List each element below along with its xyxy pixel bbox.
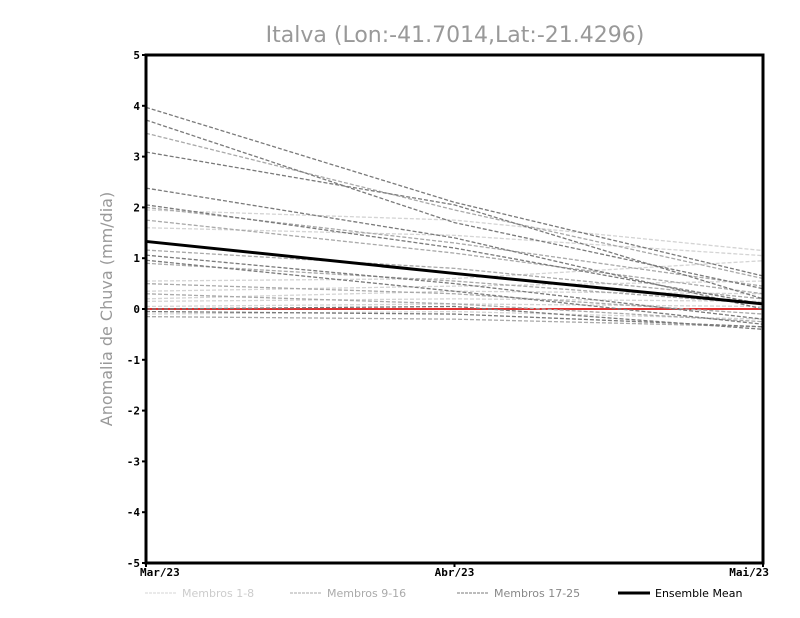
y-tick-label: 1: [133, 252, 140, 265]
member-line-3-3: [145, 151, 764, 300]
member-line-2-7: [145, 293, 764, 323]
x-tick-label: Mai/23: [729, 566, 769, 579]
member-line-1-6: [145, 298, 764, 303]
member-line-3-4: [145, 187, 764, 310]
y-tick-label: -5: [127, 557, 140, 570]
y-tick-label: 5: [133, 49, 140, 62]
legend-label: Membros 17-25: [494, 587, 580, 600]
y-tick-label: 4: [133, 100, 140, 113]
y-tick-label: -4: [127, 506, 141, 519]
y-tick-label: 3: [133, 151, 140, 164]
y-axis-label: Anomalia de Chuva (mm/dia): [97, 192, 116, 426]
legend-label: Membros 9-16: [327, 587, 406, 600]
member-line-1-5: [145, 290, 764, 300]
member-line-2-1: [145, 132, 764, 280]
legend-label: Ensemble Mean: [655, 587, 742, 600]
member-line-2-4: [145, 249, 764, 300]
member-line-1-2: [145, 227, 764, 257]
member-line-3-5: [145, 204, 764, 305]
member-line-3-1: [145, 106, 764, 277]
legend-label: Membros 1-8: [182, 587, 254, 600]
y-tick-label: 2: [133, 201, 140, 214]
member-line-2-8: [145, 315, 764, 328]
member-line-3-9: [145, 310, 764, 328]
x-tick-label: Mar/23: [140, 566, 180, 579]
member-line-1-3: [145, 260, 764, 282]
member-line-2-3: [145, 219, 764, 295]
member-line-3-6: [145, 254, 764, 320]
member-line-3-8: [145, 305, 764, 330]
member-line-1-4: [145, 280, 764, 292]
y-tick-label: -3: [127, 455, 140, 468]
member-line-1-8: [145, 310, 764, 320]
member-line-3-7: [145, 259, 764, 325]
y-tick-label: -2: [127, 405, 140, 418]
x-tick-label: Abr/23: [435, 566, 475, 579]
member-line-2-5: [145, 262, 764, 305]
member-line-3-2: [145, 119, 764, 290]
y-tick-label: 0: [133, 303, 140, 316]
member-line-1-1: [145, 209, 764, 252]
y-tick-label: -1: [127, 354, 141, 367]
member-line-2-6: [145, 282, 764, 315]
chart-title: Italva (Lon:-41.7014,Lat:-21.4296): [266, 23, 645, 48]
ensemble-mean-line: [145, 239, 764, 306]
